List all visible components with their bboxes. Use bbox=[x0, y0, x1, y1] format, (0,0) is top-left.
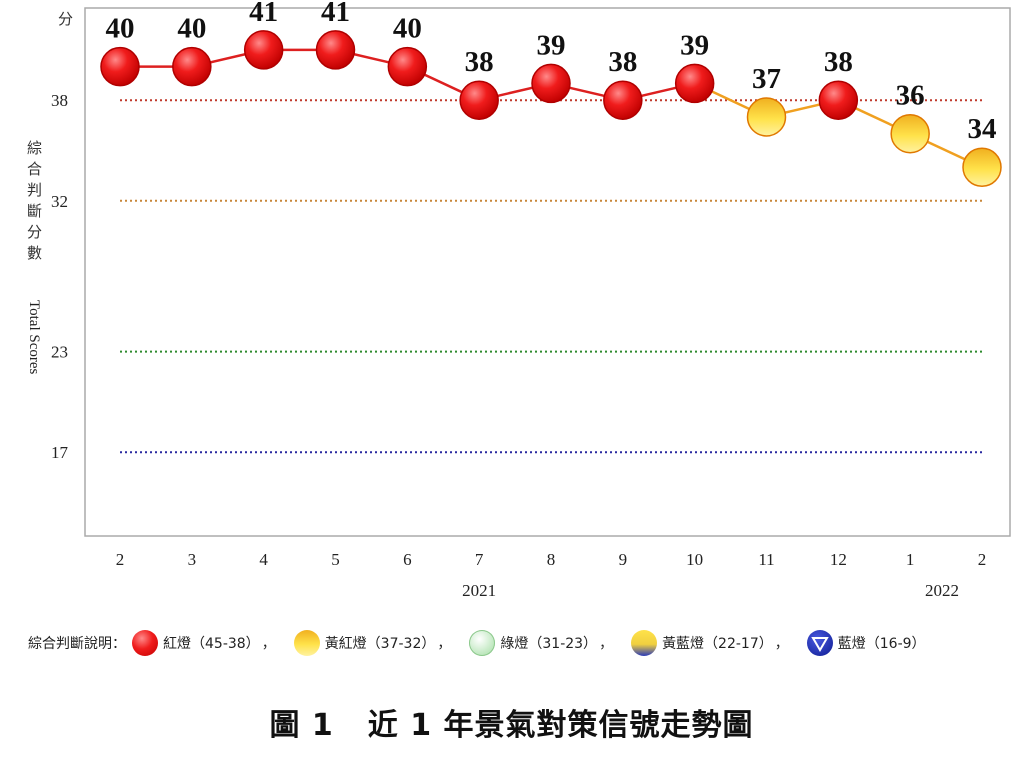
marker-red-light bbox=[603, 80, 643, 120]
data-label: 40 bbox=[106, 13, 135, 45]
data-label: 38 bbox=[824, 46, 853, 78]
marker-red-light bbox=[243, 30, 284, 70]
data-label: 41 bbox=[321, 0, 350, 28]
x-tick-label: 12 bbox=[830, 550, 847, 569]
figure-title: 近 1 年景氣對策信號走勢圖 bbox=[367, 708, 754, 743]
year-label-2021: 2021 bbox=[462, 581, 496, 600]
marker-red-light bbox=[387, 46, 428, 87]
x-tick-label: 1 bbox=[906, 550, 915, 569]
x-tick-label: 7 bbox=[475, 550, 484, 569]
y-tick-label-17: 17 bbox=[51, 443, 69, 462]
plot-frame bbox=[84, 7, 1011, 537]
marker-red-light bbox=[531, 63, 571, 104]
marker-yellow-red-light bbox=[890, 113, 930, 154]
data-label: 40 bbox=[177, 13, 206, 45]
legend-separator: ， bbox=[599, 636, 614, 652]
legend-label-green: 綠燈（31-23） bbox=[500, 636, 598, 652]
legend-item-green: 綠燈（31-23） ， bbox=[463, 630, 619, 656]
marker-yellow-red-light bbox=[746, 97, 787, 137]
signal-markers bbox=[100, 30, 1002, 187]
y-tick-label-38: 38 bbox=[51, 91, 68, 110]
data-label: 41 bbox=[249, 0, 278, 28]
yellow-red-light-icon bbox=[293, 630, 320, 656]
legend-label-yellow-blue: 黃藍燈（22-17） bbox=[662, 636, 773, 652]
data-label: 40 bbox=[393, 13, 422, 45]
legend-item-yellow-blue: 黃藍燈（22-17） ， bbox=[625, 630, 795, 656]
legend-item-yellow-red: 黃紅燈（37-32） ， bbox=[288, 630, 458, 656]
yellow-blue-light-icon bbox=[631, 630, 658, 656]
legend-title: 綜合判斷說明： bbox=[28, 636, 126, 652]
data-label: 39 bbox=[680, 29, 709, 61]
red-light-icon bbox=[132, 630, 158, 656]
legend: 綜合判斷說明： 紅燈（45-38） ， 黃紅燈（37-32） ， 綠燈（31-2… bbox=[28, 628, 1008, 658]
x-tick-label: 2 bbox=[116, 550, 125, 569]
legend-separator: ， bbox=[261, 636, 276, 652]
y-ticks: 38 32 23 17 bbox=[51, 91, 69, 462]
x-tick-label: 9 bbox=[619, 550, 628, 569]
value-labels: 40 40 41 41 40 38 39 38 39 37 38 36 34 bbox=[106, 0, 997, 145]
green-light-icon bbox=[469, 630, 496, 656]
data-label: 38 bbox=[465, 46, 494, 78]
blue-light-icon bbox=[806, 630, 833, 656]
x-tick-label: 2 bbox=[978, 550, 987, 569]
marker-yellow-red-light bbox=[962, 147, 1002, 187]
legend-separator: ， bbox=[774, 636, 789, 652]
y-axis-label-zh: 綜合判斷分數 bbox=[25, 140, 43, 266]
legend-label-blue: 藍燈（16-9） bbox=[837, 636, 926, 652]
reference-lines bbox=[120, 99, 982, 454]
y-tick-label-32: 32 bbox=[51, 192, 68, 211]
y-axis-label-en: Total Scores bbox=[26, 300, 42, 375]
legend-item-red: 紅燈（45-38） ， bbox=[126, 630, 282, 656]
x-tick-label: 8 bbox=[547, 550, 556, 569]
data-label: 37 bbox=[752, 63, 781, 95]
data-label: 38 bbox=[608, 46, 637, 78]
data-label: 39 bbox=[537, 29, 566, 61]
marker-red-light bbox=[100, 46, 140, 87]
x-tick-label: 4 bbox=[259, 550, 268, 569]
figure-number: 圖 1 bbox=[269, 708, 334, 743]
y-unit-label: 分 bbox=[58, 10, 73, 28]
marker-red-light bbox=[818, 80, 859, 120]
x-tick-label: 11 bbox=[758, 550, 774, 569]
marker-red-light bbox=[674, 63, 715, 104]
legend-label-yellow-red: 黃紅燈（37-32） bbox=[324, 636, 436, 652]
figure-caption: 圖 1 近 1 年景氣對策信號走勢圖 bbox=[0, 700, 1023, 744]
x-tick-label: 10 bbox=[686, 550, 703, 569]
marker-red-light bbox=[172, 46, 212, 87]
marker-red-light bbox=[315, 30, 356, 70]
x-tick-label: 5 bbox=[331, 550, 340, 569]
legend-separator: ， bbox=[437, 636, 452, 652]
y-tick-label-23: 23 bbox=[51, 343, 68, 362]
year-label-2022: 2022 bbox=[925, 581, 959, 600]
x-tick-label: 6 bbox=[403, 550, 412, 569]
data-label: 36 bbox=[896, 80, 925, 112]
data-label: 34 bbox=[968, 113, 997, 145]
legend-item-blue: 藍燈（16-9） bbox=[801, 630, 926, 656]
x-tick-label: 3 bbox=[188, 550, 197, 569]
legend-label-red: 紅燈（45-38） bbox=[163, 636, 260, 652]
marker-red-light bbox=[459, 80, 499, 120]
